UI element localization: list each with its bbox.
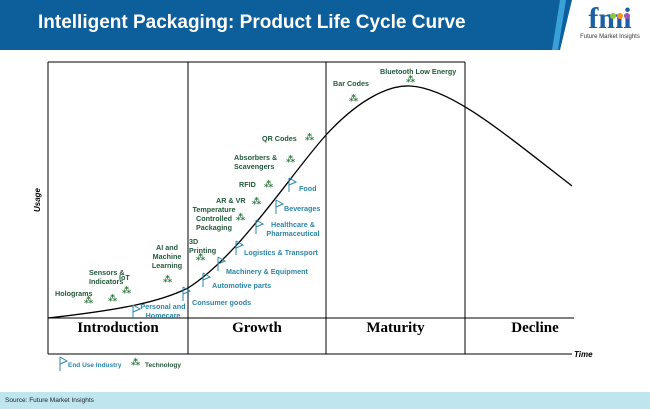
source-footer: Source: Future Market Insights (0, 392, 650, 409)
header-banner: Intelligent Packaging: Product Life Cycl… (0, 0, 650, 50)
tech-label: RFID (239, 180, 256, 189)
tech-label: Bar Codes (333, 79, 369, 88)
tech-label: IoT (119, 273, 130, 282)
end-use-label: Machinery & Equipment (226, 267, 308, 276)
phase-introduction: Introduction (77, 320, 159, 336)
phase-decline: Decline (511, 320, 559, 336)
legend-technology-icon: ⁂ (131, 358, 141, 368)
technology-icon: ⁂ (196, 253, 206, 263)
tech-label: QR Codes (262, 134, 297, 143)
tech-label: AR & VR (216, 196, 246, 205)
tech-label: Temperature Controlled Packaging (192, 205, 236, 232)
life-cycle-curve (47, 85, 573, 319)
technology-icon: ⁂ (108, 294, 118, 304)
phase-growth: Growth (232, 320, 282, 336)
page-title: Intelligent Packaging: Product Life Cycl… (38, 12, 466, 33)
end-use-label: Healthcare & Pharmaceutical (266, 220, 320, 238)
phase-maturity: Maturity (366, 320, 425, 336)
header-logo-area (560, 0, 650, 50)
technology-icon: ⁂ (349, 94, 359, 104)
end-use-label: Beverages (284, 204, 321, 213)
x-axis-label: Time (574, 350, 593, 359)
fmi-logo: fmi Future Market Insights (580, 2, 640, 41)
technology-icon: ⁂ (236, 213, 246, 223)
end-use-label: Automotive parts (212, 281, 272, 290)
tech-label: Bluetooth Low Energy (380, 67, 457, 76)
tech-label: Sensors & Indicators (89, 268, 125, 286)
tech-label: AI and Machine Learning (151, 243, 183, 270)
technology-icon: ⁂ (264, 180, 274, 190)
tech-label: Holograms (55, 289, 93, 298)
technology-icon: ⁂ (163, 275, 173, 285)
end-use-label: Consumer goods (192, 298, 252, 307)
end-use-label: Personal and Homecare (140, 302, 186, 320)
tech-label: 3D Printing (189, 237, 217, 255)
y-axis-label: Usage (33, 187, 42, 212)
tech-label: Absorbers & Scavengers (234, 153, 278, 171)
end-use-label: Food (299, 184, 317, 193)
technology-icon: ⁂ (286, 155, 296, 165)
technology-icon: ⁂ (406, 75, 416, 85)
legend-end-use: End Use Industry (68, 362, 122, 369)
technology-icon: ⁂ (305, 133, 315, 143)
legend-technology: Technology (145, 362, 181, 369)
end-use-label: Logistics & Transport (244, 248, 318, 257)
technology-icon: ⁂ (122, 286, 132, 296)
technology-icon: ⁂ (252, 197, 262, 207)
technology-icon: ⁂ (84, 296, 94, 306)
